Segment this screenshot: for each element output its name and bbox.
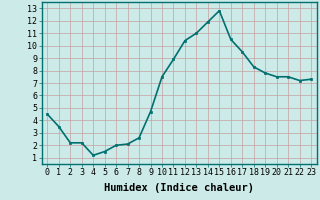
X-axis label: Humidex (Indice chaleur): Humidex (Indice chaleur) [104,183,254,193]
